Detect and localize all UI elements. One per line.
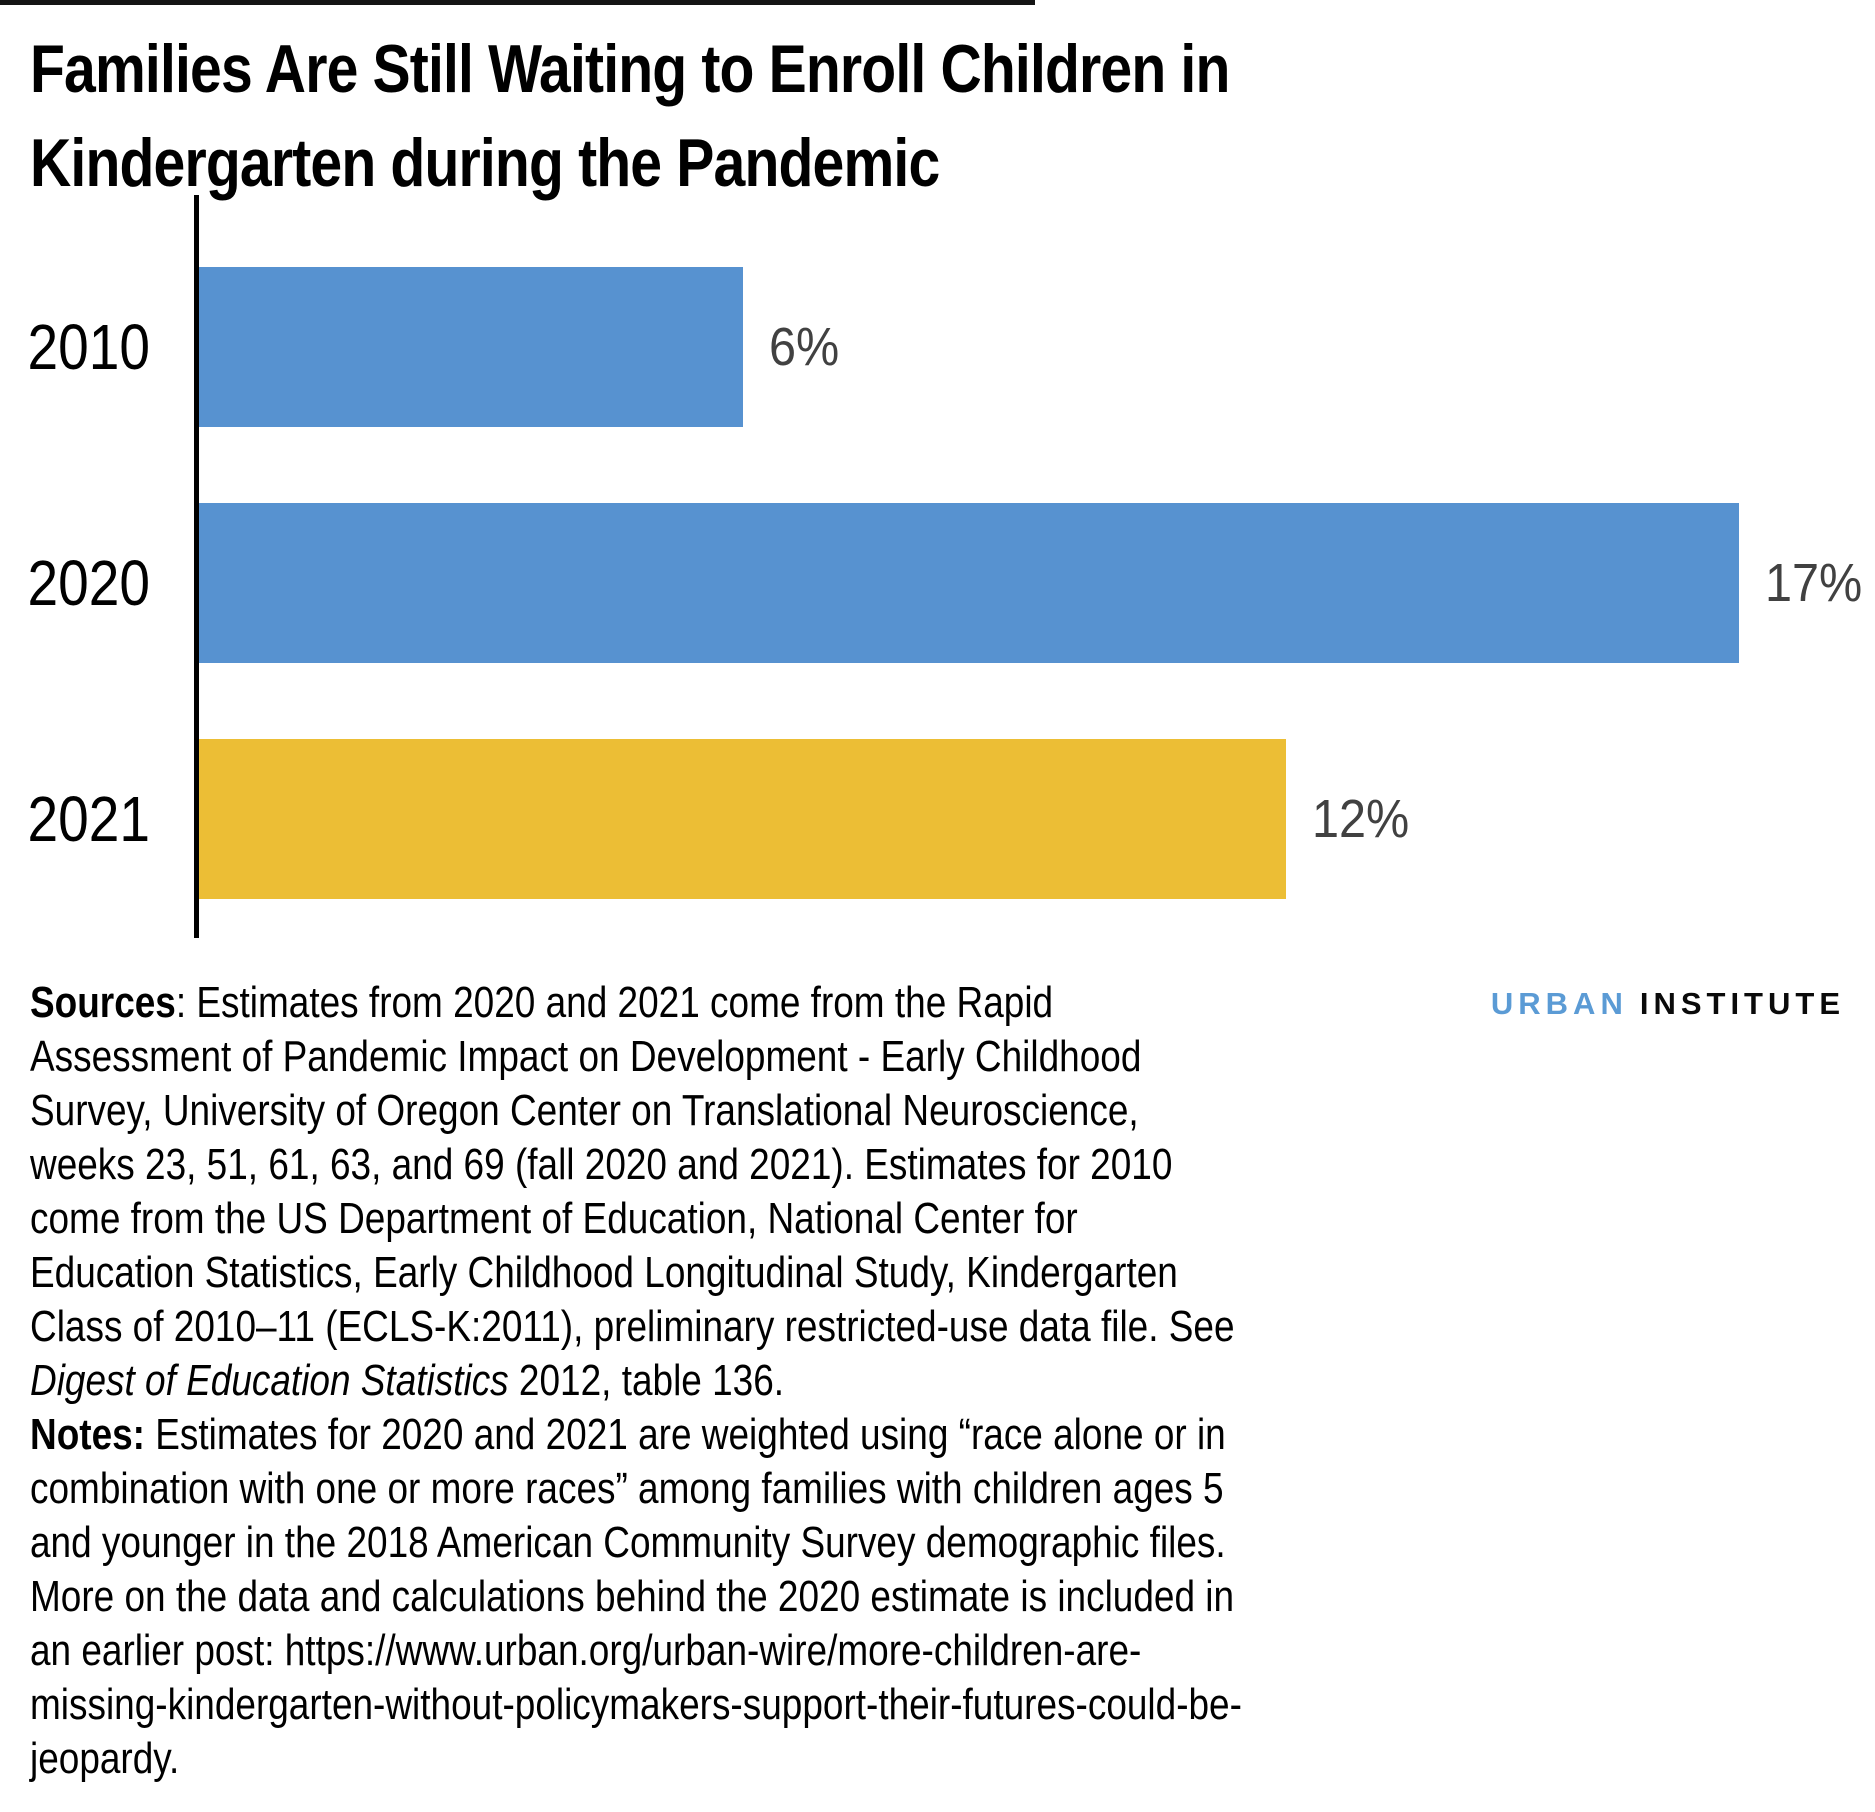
value-label-2010: 6% xyxy=(769,317,840,377)
sources-text-2: 2012, table 136. xyxy=(508,1356,785,1405)
sources-label: Sources xyxy=(30,978,176,1027)
year-label-2010: 2010 xyxy=(27,311,151,383)
notes-text: Estimates for 2020 and 2021 are weighted… xyxy=(30,1410,1242,1783)
footnote: Sources: Estimates from 2020 and 2021 co… xyxy=(30,976,1250,1786)
logo-word-urban: URBAN xyxy=(1490,986,1628,1021)
bar-2020 xyxy=(199,503,1739,663)
chart-title-line-1: Families Are Still Waiting to Enroll Chi… xyxy=(30,31,1230,107)
notes-label: Notes: xyxy=(30,1410,146,1459)
value-label-2020: 17% xyxy=(1765,553,1863,613)
bar-chart: 2010 6% 2020 17% 2021 12% xyxy=(0,195,1875,955)
logo-word-institute: INSTITUTE xyxy=(1639,986,1845,1021)
notes-note: Notes: Estimates for 2020 and 2021 are w… xyxy=(30,1408,1250,1786)
sources-text-1: : Estimates from 2020 and 2021 come from… xyxy=(30,978,1235,1351)
bar-2010 xyxy=(199,267,743,427)
year-label-2020: 2020 xyxy=(27,547,151,619)
bar-2021 xyxy=(199,739,1286,899)
sources-italic-title: Digest of Education Statistics xyxy=(30,1356,509,1405)
sources-note: Sources: Estimates from 2020 and 2021 co… xyxy=(30,976,1250,1408)
chart-title: Families Are Still Waiting to Enroll Chi… xyxy=(30,22,1458,210)
value-label-2021: 12% xyxy=(1312,789,1410,849)
top-rule xyxy=(0,0,1035,5)
year-label-2021: 2021 xyxy=(27,783,151,855)
urban-institute-logo: URBAN INSTITUTE xyxy=(1491,986,1845,1022)
chart-title-line-2: Kindergarten during the Pandemic xyxy=(30,125,940,201)
y-axis-line xyxy=(194,195,199,938)
